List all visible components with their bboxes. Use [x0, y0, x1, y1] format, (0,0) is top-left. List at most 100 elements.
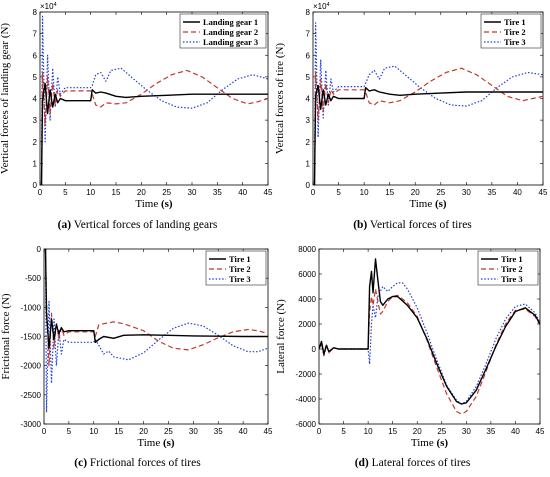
chart-a-xtick-label: 0 — [38, 188, 43, 197]
chart-d-ytick-label: 4000 — [298, 295, 316, 304]
chart-a-ylabel: Vertical forces of landing gear (N) — [0, 23, 11, 175]
chart-b-xtick-label: 0 — [311, 188, 316, 197]
chart-panel-b: 0 5 10 15 20 25 30 35 40 45 0 1 2 3 4 5 6 7 8 ×104 Time (s) V… — [274, 0, 550, 238]
chart-c-xtick-label: 0 — [42, 427, 47, 436]
chart-b-xtick-label: 25 — [436, 188, 445, 197]
chart-a-ytick-label: 5 — [33, 73, 38, 82]
chart-panel-c: 0 5 10 15 20 25 30 35 40 45 -3000 -2500 -2000 -1500 -1… — [0, 239, 275, 477]
chart-a-xtick-label: 20 — [137, 188, 146, 197]
chart-c-xtick-label: 40 — [239, 427, 248, 436]
chart-a-xtick-label: 15 — [112, 188, 121, 197]
caption-b-letter: (b) — [353, 219, 368, 231]
chart-c-ytick-label: -500 — [25, 274, 42, 283]
chart-d-ytick-label: -4000 — [296, 395, 317, 404]
chart-a-ytick-label: 8 — [33, 8, 38, 17]
chart-c-ytick-label: -3000 — [21, 420, 42, 429]
chart-a-series-line-1 — [40, 82, 268, 185]
chart-c-ytick-label: -2500 — [21, 391, 42, 400]
chart-c-series-line-2 — [44, 249, 268, 367]
chart-a-ytick-label: 0 — [33, 181, 38, 190]
chart-d-xtick-label: 15 — [388, 427, 397, 436]
chart-b-xtick-label: 35 — [487, 188, 496, 197]
chart-d-xtick-label: 25 — [437, 427, 446, 436]
chart-b-series-line-2 — [313, 67, 543, 185]
caption-b-text: Vertical forces of tires — [367, 219, 472, 231]
chart-d-legend-label-2: Tire 2 — [501, 264, 523, 274]
chart-d-ytick-label: -6000 — [296, 420, 317, 429]
chart-b-legend-label-3: Tire 3 — [504, 37, 526, 47]
chart-c-xlabel: Time (s) — [137, 437, 175, 449]
chart-a-exponent-label: ×104 — [40, 2, 57, 11]
chart-b-xtick-label: 10 — [360, 188, 369, 197]
chart-c-xtick-label: 20 — [139, 427, 148, 436]
chart-d-series-line-3 — [319, 282, 540, 405]
caption-a-text: Vertical forces of landing gears — [71, 219, 218, 231]
chart-a-xtick-label: 10 — [86, 188, 95, 197]
chart-b-legend-label-1: Tire 1 — [504, 17, 526, 27]
chart-b-exponent-label: ×104 — [313, 2, 330, 11]
chart-a-ytick-label: 1 — [33, 159, 38, 168]
chart-a-ytick-label: 2 — [33, 138, 38, 147]
chart-b-xlabel: Time (s) — [409, 198, 447, 210]
chart-c-ytick-label: 0 — [37, 245, 42, 254]
chart-b-ytick-label: 4 — [306, 95, 311, 104]
chart-a-xtick-label: 5 — [63, 188, 68, 197]
chart-d-xtick-label: 40 — [511, 427, 520, 436]
chart-b-exponent-power: 4 — [327, 2, 330, 8]
chart-b-ytick-label: 6 — [306, 51, 311, 60]
chart-d-ytick-label: 6000 — [298, 270, 316, 279]
chart-b-xunit: (s) — [435, 198, 447, 210]
chart-d-ytick-label: 0 — [312, 345, 317, 354]
chart-a-ytick-label: 3 — [33, 116, 38, 125]
chart-d-series-line-1 — [319, 258, 540, 405]
chart-c-xtick-label: 45 — [264, 427, 273, 436]
chart-c-ylabel: Frictional force (N) — [0, 293, 12, 379]
caption-a-letter: (a) — [57, 219, 72, 231]
chart-b-ytick-label: 1 — [306, 159, 311, 168]
chart-a-xtick-label: 30 — [188, 188, 197, 197]
chart-b-xtick-label: 40 — [513, 188, 522, 197]
chart-d-ylabel: Lateral force (N) — [275, 299, 287, 374]
chart-c-legend-label-3: Tire 3 — [229, 274, 251, 284]
chart-b-ytick-label: 2 — [306, 138, 311, 147]
chart-c-legend-label-1: Tire 1 — [229, 254, 251, 264]
chart-d-xtick-label: 35 — [486, 427, 495, 436]
chart-d-ytick-label: 8000 — [298, 245, 316, 254]
chart-b-ylabel: Vertical forces of tire (N) — [274, 43, 286, 155]
chart-c-ytick-label: -1500 — [21, 333, 42, 342]
caption-c: (c) Frictional forces of tires — [0, 457, 275, 469]
chart-d-xtick-label: 10 — [364, 427, 373, 436]
chart-d-xtick-label: 30 — [462, 427, 471, 436]
chart-a-legend-label-2: Landing gear 2 — [203, 27, 258, 37]
chart-d-legend-label-3: Tire 3 — [501, 274, 523, 284]
chart-b-ytick-label: 5 — [306, 73, 311, 82]
caption-d-letter: (d) — [354, 457, 369, 469]
chart-a-xtick-label: 25 — [162, 188, 171, 197]
chart-b-xtick-label: 45 — [539, 188, 548, 197]
caption-a: (a) Vertical forces of landing gears — [0, 219, 275, 231]
chart-b-xtick-label: 20 — [411, 188, 420, 197]
chart-d-xlabel: Time (s) — [411, 437, 449, 449]
caption-d-text: Lateral forces of tires — [368, 457, 471, 469]
chart-b-ytick-label: 8 — [306, 8, 311, 17]
chart-a-legend-label-1: Landing gear 1 — [203, 17, 258, 27]
chart-b-xtick-label: 15 — [385, 188, 394, 197]
chart-c-xtick-label: 15 — [114, 427, 123, 436]
chart-d-xtick-label: 20 — [413, 427, 422, 436]
chart-a-legend-label-3: Landing gear 3 — [203, 37, 258, 47]
chart-c-ytick-label: -1000 — [21, 303, 42, 312]
chart-d-ytick-label: -2000 — [296, 370, 317, 379]
chart-d: 0 5 10 15 20 25 30 35 40 45 -6000 -4000 -2000 0 2000 40… — [275, 245, 545, 449]
chart-d-xtick-label: 5 — [341, 427, 346, 436]
chart-a-xtick-label: 40 — [238, 188, 247, 197]
chart-a-ytick-label: 4 — [33, 95, 38, 104]
chart-a-xtick-label: 45 — [264, 188, 273, 197]
chart-panel-d: 0 5 10 15 20 25 30 35 40 45 -6000 -4000 -2000 0 2000 40… — [275, 239, 550, 477]
chart-c-xtick-label: 5 — [67, 427, 72, 436]
